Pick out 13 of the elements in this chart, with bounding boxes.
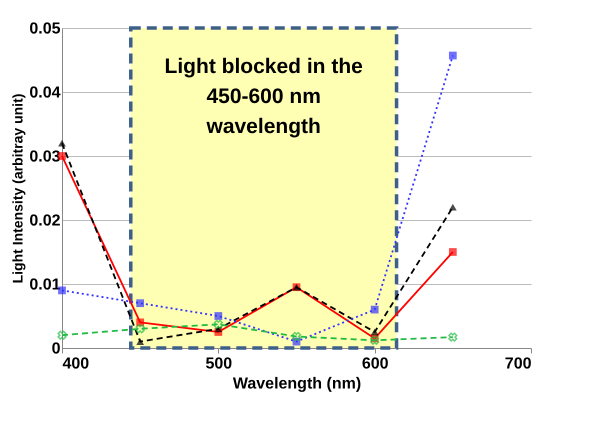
y-axis-title: Light Intensity (arbitray unit) [9, 94, 26, 284]
y-tick-label: 0.05 [29, 20, 61, 38]
band-label: Light blocked in the 450-600 nm wavelength [164, 55, 363, 138]
x-axis-title: Wavelength (nm) [232, 376, 362, 392]
y-tick-label: 0.04 [29, 84, 61, 102]
x-tick-label: 400 [62, 356, 90, 372]
x-tick-label: 700 [504, 356, 532, 372]
x-tick-label: 600 [362, 356, 389, 372]
y-tick-label: 0.03 [29, 148, 61, 166]
y-tick-label: 0.01 [29, 276, 61, 294]
y-tick-label: 0 [52, 340, 61, 358]
y-tick-label: 0.02 [29, 212, 61, 230]
x-tick-label: 500 [205, 356, 232, 372]
